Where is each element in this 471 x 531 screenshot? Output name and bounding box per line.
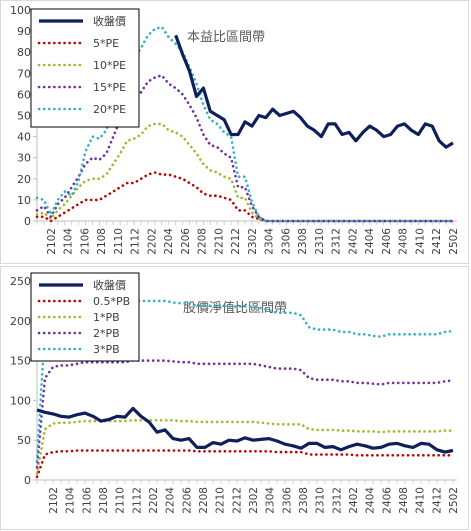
pb-band-chart-svg: 0 50 100 150 200 250 2102 2104 2106 2108 2110 2112 2… xyxy=(10,272,460,514)
x-tick-label: 2404 xyxy=(365,487,377,514)
y-tick-label: 40 xyxy=(17,131,31,144)
x-tick-label: 2110 xyxy=(115,487,127,514)
series-line-3 xyxy=(35,359,455,469)
series-line-0 xyxy=(36,406,454,454)
legend-label-1: 5*PE xyxy=(93,37,119,50)
y-tick-label: 150 xyxy=(10,355,31,368)
x-tick-label: 2310 xyxy=(314,228,326,255)
legend-label-2: 1*PB xyxy=(93,311,120,324)
x-tick-label: 2502 xyxy=(448,228,460,255)
x-tick-label: 2108 xyxy=(98,487,110,514)
x-tick-label: 2104 xyxy=(63,228,75,255)
y-tick-label: 50 xyxy=(17,110,31,123)
y-tick-label: 70 xyxy=(17,67,31,80)
y-tick-label: 90 xyxy=(17,25,31,38)
x-tick-label: 2410 xyxy=(415,487,427,514)
pe-band-chart-svg: 0 10 20 30 40 50 60 70 80 90 100 2102 2104 2106 2108 21… xyxy=(10,4,460,255)
pe-band-chart: 0 10 20 30 40 50 60 70 80 90 100 2102 2104 2106 2108 21… xyxy=(0,0,469,264)
x-tick-label: 2212 xyxy=(231,487,243,514)
legend-label-0: 收盤價 xyxy=(93,278,126,292)
legend-label-3: 2*PB xyxy=(93,327,120,340)
x-tick-label: 2306 xyxy=(281,487,293,514)
legend: 收盤價 0.5*PB 1*PB 2*PB 3*PB xyxy=(30,272,140,362)
x-tick-label: 2102 xyxy=(48,487,60,514)
x-tick-label: 2308 xyxy=(298,487,310,514)
x-tick-label: 2310 xyxy=(315,487,327,514)
x-tick-label: 2402 xyxy=(348,487,360,514)
x-tick-label: 2110 xyxy=(113,228,125,255)
x-tick-label: 2408 xyxy=(398,487,410,514)
legend-label-4: 3*PB xyxy=(93,343,120,356)
x-tick-label: 2106 xyxy=(81,487,93,514)
y-tick-label: 50 xyxy=(17,434,31,447)
chart-title: 股價淨值比區間帶 xyxy=(183,300,287,316)
legend-label-1: 0.5*PB xyxy=(93,295,130,308)
x-tick-label: 2404 xyxy=(364,228,376,255)
x-tick-label: 2202 xyxy=(146,228,158,255)
x-tick-label: 2112 xyxy=(131,487,143,514)
x-tick-label: 2106 xyxy=(79,228,91,255)
series-line-4 xyxy=(35,25,455,223)
series-line-2 xyxy=(35,419,455,475)
x-tick-label: 2412 xyxy=(431,228,443,255)
x-tick-label: 2204 xyxy=(163,228,175,255)
series-line-2 xyxy=(35,122,455,223)
x-tick-label: 2210 xyxy=(215,487,227,514)
y-tick-label: 10 xyxy=(17,194,31,207)
x-tick-label: 2406 xyxy=(381,228,393,255)
x-tick-label: 2210 xyxy=(213,228,225,255)
x-tick-label: 2204 xyxy=(165,487,177,514)
x-tick-label: 2208 xyxy=(198,487,210,514)
x-tick-label: 2102 xyxy=(46,228,58,255)
x-tick-label: 2312 xyxy=(331,228,343,255)
x-tick-label: 2412 xyxy=(431,487,443,514)
x-tick-label: 2206 xyxy=(180,228,192,255)
series-line-0 xyxy=(174,34,454,149)
x-tick-label: 2306 xyxy=(280,228,292,255)
y-tick-label: 100 xyxy=(10,394,31,407)
series-line-4 xyxy=(35,299,455,463)
y-tick-label: 200 xyxy=(10,315,31,328)
y-tick-label: 30 xyxy=(17,152,31,165)
y-tick-label: 0 xyxy=(24,215,31,228)
legend-box xyxy=(30,8,140,128)
x-tick-label: 2112 xyxy=(130,228,142,255)
y-tick-label: 100 xyxy=(10,4,31,17)
y-tick-label: 60 xyxy=(17,88,31,101)
x-tick-label: 2304 xyxy=(265,487,277,514)
y-tick-label: 250 xyxy=(10,275,31,288)
legend-label-4: 20*PE xyxy=(93,103,126,116)
x-tick-label: 2302 xyxy=(248,487,260,514)
x-tick-label: 2304 xyxy=(264,228,276,255)
x-tick-label: 2312 xyxy=(331,487,343,514)
x-tick-label: 2402 xyxy=(347,228,359,255)
pb-band-chart: 0 50 100 150 200 250 2102 2104 2106 2108 2110 2112 2… xyxy=(0,266,469,530)
x-tick-label: 2202 xyxy=(148,487,160,514)
legend-label-3: 15*PE xyxy=(93,81,126,94)
x-tick-label: 2308 xyxy=(297,228,309,255)
x-tick-label: 2502 xyxy=(448,487,460,514)
x-tick-label: 2212 xyxy=(230,228,242,255)
x-tick-label: 2410 xyxy=(414,228,426,255)
legend-label-0: 收盤價 xyxy=(93,14,126,28)
y-tick-label: 80 xyxy=(17,46,31,59)
y-tick-label: 20 xyxy=(17,173,31,186)
series-line-1 xyxy=(35,449,455,479)
x-tick-label: 2208 xyxy=(197,228,209,255)
x-tick-label: 2302 xyxy=(247,228,259,255)
legend-label-2: 10*PE xyxy=(93,59,126,72)
y-tick-label: 0 xyxy=(24,474,31,487)
chart-title: 本益比區間帶 xyxy=(187,30,265,45)
x-tick-label: 2406 xyxy=(381,487,393,514)
x-tick-label: 2104 xyxy=(65,487,77,514)
x-tick-label: 2206 xyxy=(181,487,193,514)
x-tick-label: 2108 xyxy=(96,228,108,255)
x-tick-label: 2408 xyxy=(398,228,410,255)
legend: 收盤價 5*PE 10*PE 15*PE 20*PE xyxy=(30,8,140,128)
